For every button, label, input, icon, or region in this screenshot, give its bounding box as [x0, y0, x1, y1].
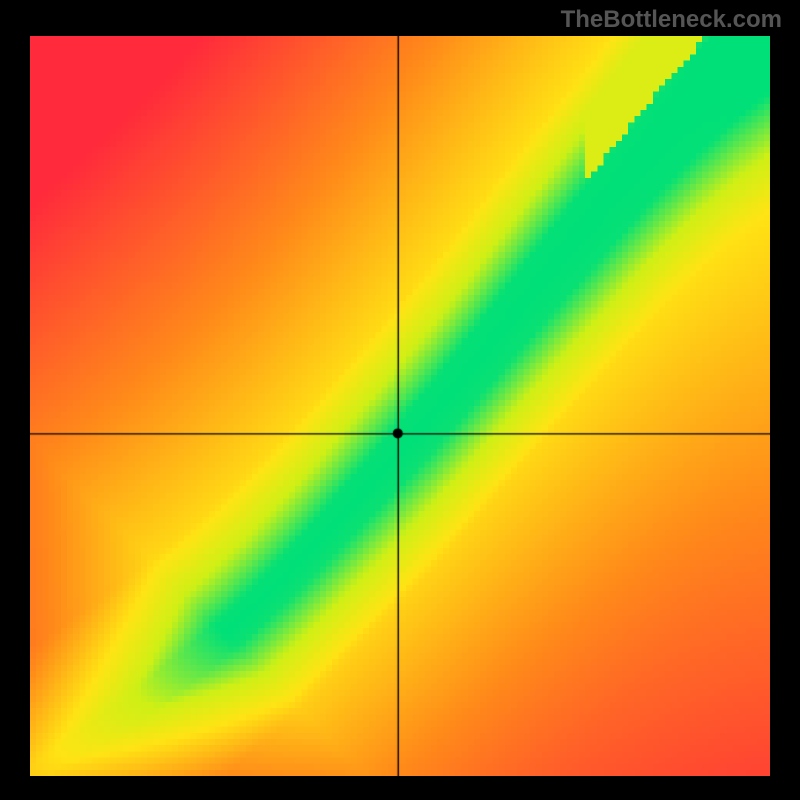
bottleneck-heatmap	[30, 36, 770, 776]
watermark-text: TheBottleneck.com	[561, 6, 782, 34]
